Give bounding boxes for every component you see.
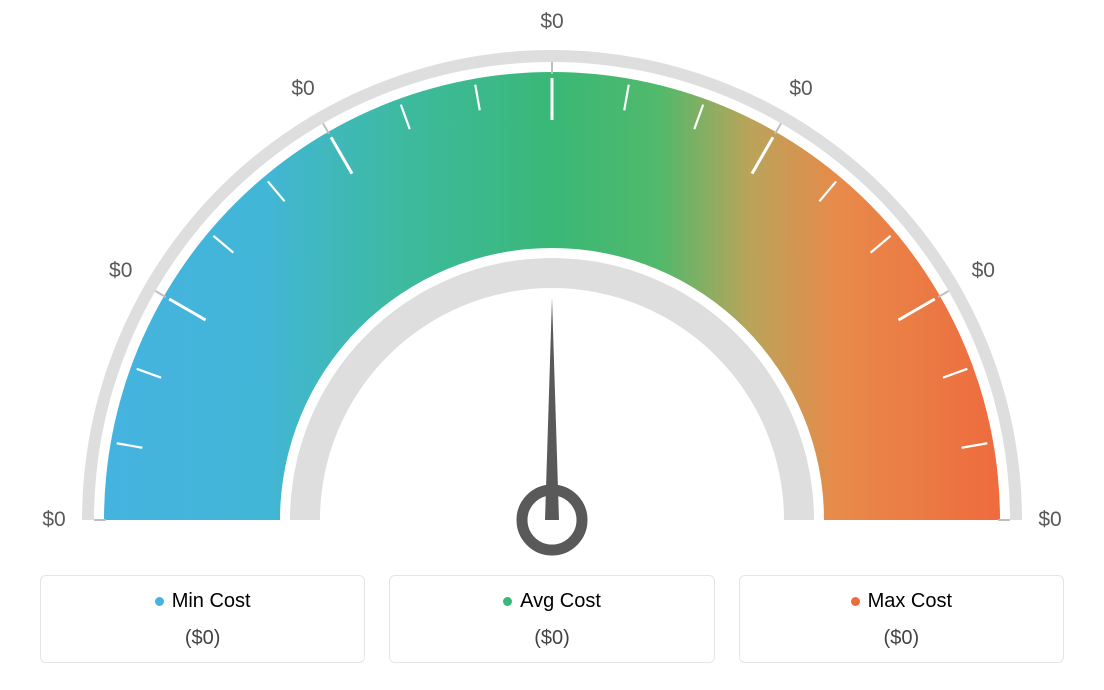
- legend-label-avg: Avg Cost: [520, 590, 601, 613]
- legend-title-min: Min Cost: [155, 590, 251, 613]
- legend-value-max: ($0): [740, 627, 1063, 650]
- legend-card-avg: Avg Cost ($0): [389, 575, 714, 663]
- legend-card-max: Max Cost ($0): [739, 575, 1064, 663]
- gauge-tick-label: $0: [789, 77, 812, 101]
- legend-label-min: Min Cost: [172, 590, 251, 613]
- legend-title-avg: Avg Cost: [503, 590, 601, 613]
- cost-gauge-chart: $0 $0 $0 $0 $0 $0 $0 Min Cost ($0) Avg Cost ($…: [0, 0, 1104, 690]
- gauge-tick-label: $0: [972, 259, 995, 283]
- gauge-tick-label: $0: [291, 77, 314, 101]
- gauge-tick-label: $0: [42, 508, 65, 532]
- legend-value-avg: ($0): [390, 627, 713, 650]
- gauge-tick-label: $0: [540, 10, 563, 34]
- legend-value-min: ($0): [41, 627, 364, 650]
- gauge-tick-label: $0: [109, 259, 132, 283]
- legend-label-max: Max Cost: [868, 590, 952, 613]
- gauge-area: $0 $0 $0 $0 $0 $0 $0: [0, 0, 1104, 560]
- legend-row: Min Cost ($0) Avg Cost ($0) Max Cost ($0…: [0, 575, 1104, 663]
- gauge-svg: [0, 0, 1104, 560]
- legend-dot-min: [155, 597, 164, 606]
- legend-dot-avg: [503, 597, 512, 606]
- legend-dot-max: [851, 597, 860, 606]
- legend-title-max: Max Cost: [851, 590, 952, 613]
- gauge-tick-label: $0: [1038, 508, 1061, 532]
- legend-card-min: Min Cost ($0): [40, 575, 365, 663]
